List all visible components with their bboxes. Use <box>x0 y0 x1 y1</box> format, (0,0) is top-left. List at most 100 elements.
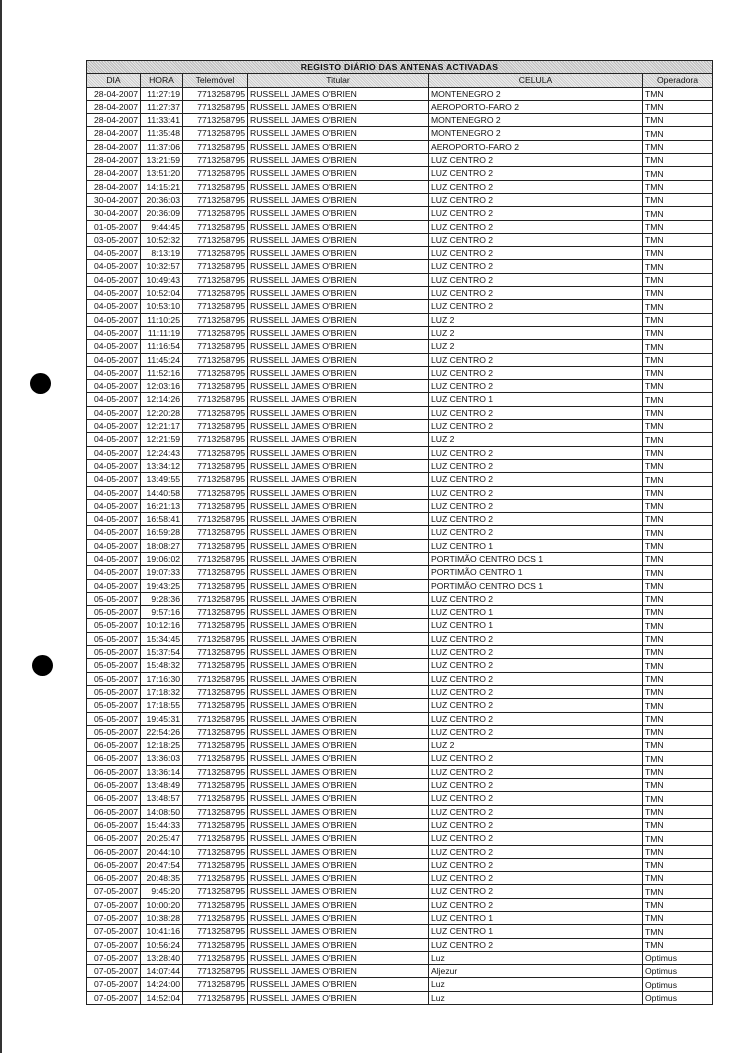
cell-telemovel: 7713258795 <box>182 937 248 952</box>
cell-hora: 10:41:16 <box>140 924 183 939</box>
cell-dia: 07-05-2007 <box>86 977 141 992</box>
cell-telemovel: 7713258795 <box>182 711 248 726</box>
cell-titular: RUSSELL JAMES O'BRIEN <box>247 618 429 633</box>
cell-telemovel: 7713258795 <box>182 631 248 647</box>
cell-dia: 07-05-2007 <box>86 950 141 966</box>
cell-titular: RUSSELL JAMES O'BRIEN <box>247 631 429 647</box>
cell-dia: 05-05-2007 <box>86 671 141 686</box>
cell-dia: 06-05-2007 <box>86 778 141 793</box>
cell-dia: 28-04-2007 <box>86 139 141 155</box>
cell-hora: 15:48:32 <box>140 658 183 673</box>
cell-hora: 13:36:03 <box>140 751 183 766</box>
cell-celula: LUZ CENTRO 2 <box>428 405 643 421</box>
cell-titular: RUSSELL JAMES O'BRIEN <box>247 844 429 859</box>
cell-operadora: TMN <box>642 99 713 115</box>
cell-celula: LUZ CENTRO 2 <box>428 166 643 181</box>
cell-dia: 05-05-2007 <box>86 618 141 633</box>
cell-celula: LUZ CENTRO 2 <box>428 778 643 793</box>
cell-hora: 14:15:21 <box>140 179 183 194</box>
cell-hora: 13:48:49 <box>140 778 183 793</box>
cell-celula: LUZ CENTRO 2 <box>428 219 643 234</box>
table-row: 04-05-2007 10:32:57 7713258795 RUSSELL JAME… <box>86 259 713 274</box>
table-row: 05-05-2007 9:28:36 7713258795 RUSSELL JAMES… <box>86 591 713 607</box>
table-row: 07-05-2007 14:07:44 7713258795 RUSSELL JAME… <box>86 964 713 979</box>
table-row: 04-05-2007 12:20:28 7713258795 RUSSELL JAME… <box>86 405 713 421</box>
cell-telemovel: 7713258795 <box>182 605 248 620</box>
cell-celula: LUZ CENTRO 2 <box>428 671 643 686</box>
cell-dia: 07-05-2007 <box>86 897 141 913</box>
table-row: 04-05-2007 12:21:59 7713258795 RUSSELL JAME… <box>86 432 713 447</box>
cell-telemovel: 7713258795 <box>182 565 248 580</box>
cell-hora: 14:52:04 <box>140 990 183 1006</box>
cell-telemovel: 7713258795 <box>182 113 248 128</box>
cell-operadora: TMN <box>642 472 713 487</box>
table-row: 04-05-2007 12:14:26 7713258795 RUSSELL JAME… <box>86 392 713 407</box>
cell-hora: 13:28:40 <box>140 950 183 966</box>
cell-dia: 06-05-2007 <box>86 738 141 753</box>
cell-dia: 28-04-2007 <box>86 86 141 101</box>
cell-operadora: TMN <box>642 605 713 620</box>
cell-operadora: TMN <box>642 259 713 274</box>
cell-operadora: TMN <box>642 924 713 939</box>
cell-operadora: TMN <box>642 817 713 833</box>
cell-dia: 28-04-2007 <box>86 126 141 141</box>
cell-titular: RUSSELL JAMES O'BRIEN <box>247 831 429 846</box>
cell-celula: MONTENEGRO 2 <box>428 126 643 141</box>
cell-celula: PORTIMÃO CENTRO DCS 1 <box>428 551 643 567</box>
table-row: 06-05-2007 20:44:10 7713258795 RUSSELL JAME… <box>86 844 713 859</box>
cell-titular: RUSSELL JAMES O'BRIEN <box>247 153 429 168</box>
cell-celula: LUZ 2 <box>428 432 643 447</box>
cell-dia: 07-05-2007 <box>86 884 141 899</box>
table-row: 04-05-2007 13:49:55 7713258795 RUSSELL JAME… <box>86 472 713 487</box>
table-row: 05-05-2007 22:54:26 7713258795 RUSSELL JAME… <box>86 724 713 740</box>
cell-telemovel: 7713258795 <box>182 977 248 992</box>
cell-titular: RUSSELL JAMES O'BRIEN <box>247 897 429 913</box>
cell-celula: LUZ CENTRO 2 <box>428 286 643 301</box>
cell-operadora: TMN <box>642 445 713 460</box>
cell-telemovel: 7713258795 <box>182 86 248 101</box>
cell-celula: LUZ CENTRO 2 <box>428 512 643 527</box>
cell-telemovel: 7713258795 <box>182 964 248 979</box>
cell-celula: LUZ CENTRO 2 <box>428 844 643 859</box>
cell-dia: 07-05-2007 <box>86 964 141 979</box>
cell-celula: PORTIMÃO CENTRO DCS 1 <box>428 578 643 593</box>
cell-titular: RUSSELL JAMES O'BRIEN <box>247 259 429 274</box>
cell-telemovel: 7713258795 <box>182 871 248 886</box>
cell-titular: RUSSELL JAMES O'BRIEN <box>247 538 429 553</box>
cell-telemovel: 7713258795 <box>182 379 248 394</box>
cell-dia: 04-05-2007 <box>86 379 141 394</box>
cell-operadora: TMN <box>642 432 713 447</box>
cell-celula: LUZ CENTRO 1 <box>428 392 643 407</box>
cell-dia: 04-05-2007 <box>86 352 141 367</box>
cell-celula: LUZ CENTRO 1 <box>428 924 643 939</box>
cell-operadora: TMN <box>642 379 713 394</box>
cell-celula: Aljezur <box>428 964 643 979</box>
cell-titular: RUSSELL JAMES O'BRIEN <box>247 232 429 248</box>
cell-dia: 28-04-2007 <box>86 179 141 194</box>
cell-celula: LUZ CENTRO 2 <box>428 897 643 913</box>
cell-celula: LUZ CENTRO 2 <box>428 751 643 766</box>
cell-titular: RUSSELL JAMES O'BRIEN <box>247 711 429 726</box>
cell-hora: 8:13:19 <box>140 246 183 261</box>
cell-operadora: TMN <box>642 671 713 686</box>
cell-hora: 13:36:14 <box>140 764 183 780</box>
cell-hora: 10:12:16 <box>140 618 183 633</box>
table-row: 28-04-2007 11:27:19 7713258795 RUSSELL JAME… <box>86 86 713 101</box>
cell-celula: LUZ CENTRO 2 <box>428 645 643 660</box>
cell-hora: 11:33:41 <box>140 113 183 128</box>
cell-hora: 20:47:54 <box>140 857 183 873</box>
cell-titular: RUSSELL JAMES O'BRIEN <box>247 286 429 301</box>
cell-hora: 19:06:02 <box>140 551 183 567</box>
cell-dia: 30-04-2007 <box>86 206 141 221</box>
cell-celula: LUZ CENTRO 2 <box>428 458 643 474</box>
cell-titular: RUSSELL JAMES O'BRIEN <box>247 498 429 514</box>
cell-dia: 05-05-2007 <box>86 684 141 700</box>
cell-celula: LUZ CENTRO 2 <box>428 791 643 806</box>
table-row: 28-04-2007 13:21:59 7713258795 RUSSELL JAME… <box>86 153 713 168</box>
cell-dia: 06-05-2007 <box>86 871 141 886</box>
cell-hora: 9:45:20 <box>140 884 183 899</box>
table-row: 05-05-2007 15:34:45 7713258795 RUSSELL JAME… <box>86 631 713 647</box>
cell-dia: 04-05-2007 <box>86 339 141 354</box>
cell-dia: 30-04-2007 <box>86 192 141 208</box>
cell-telemovel: 7713258795 <box>182 764 248 780</box>
